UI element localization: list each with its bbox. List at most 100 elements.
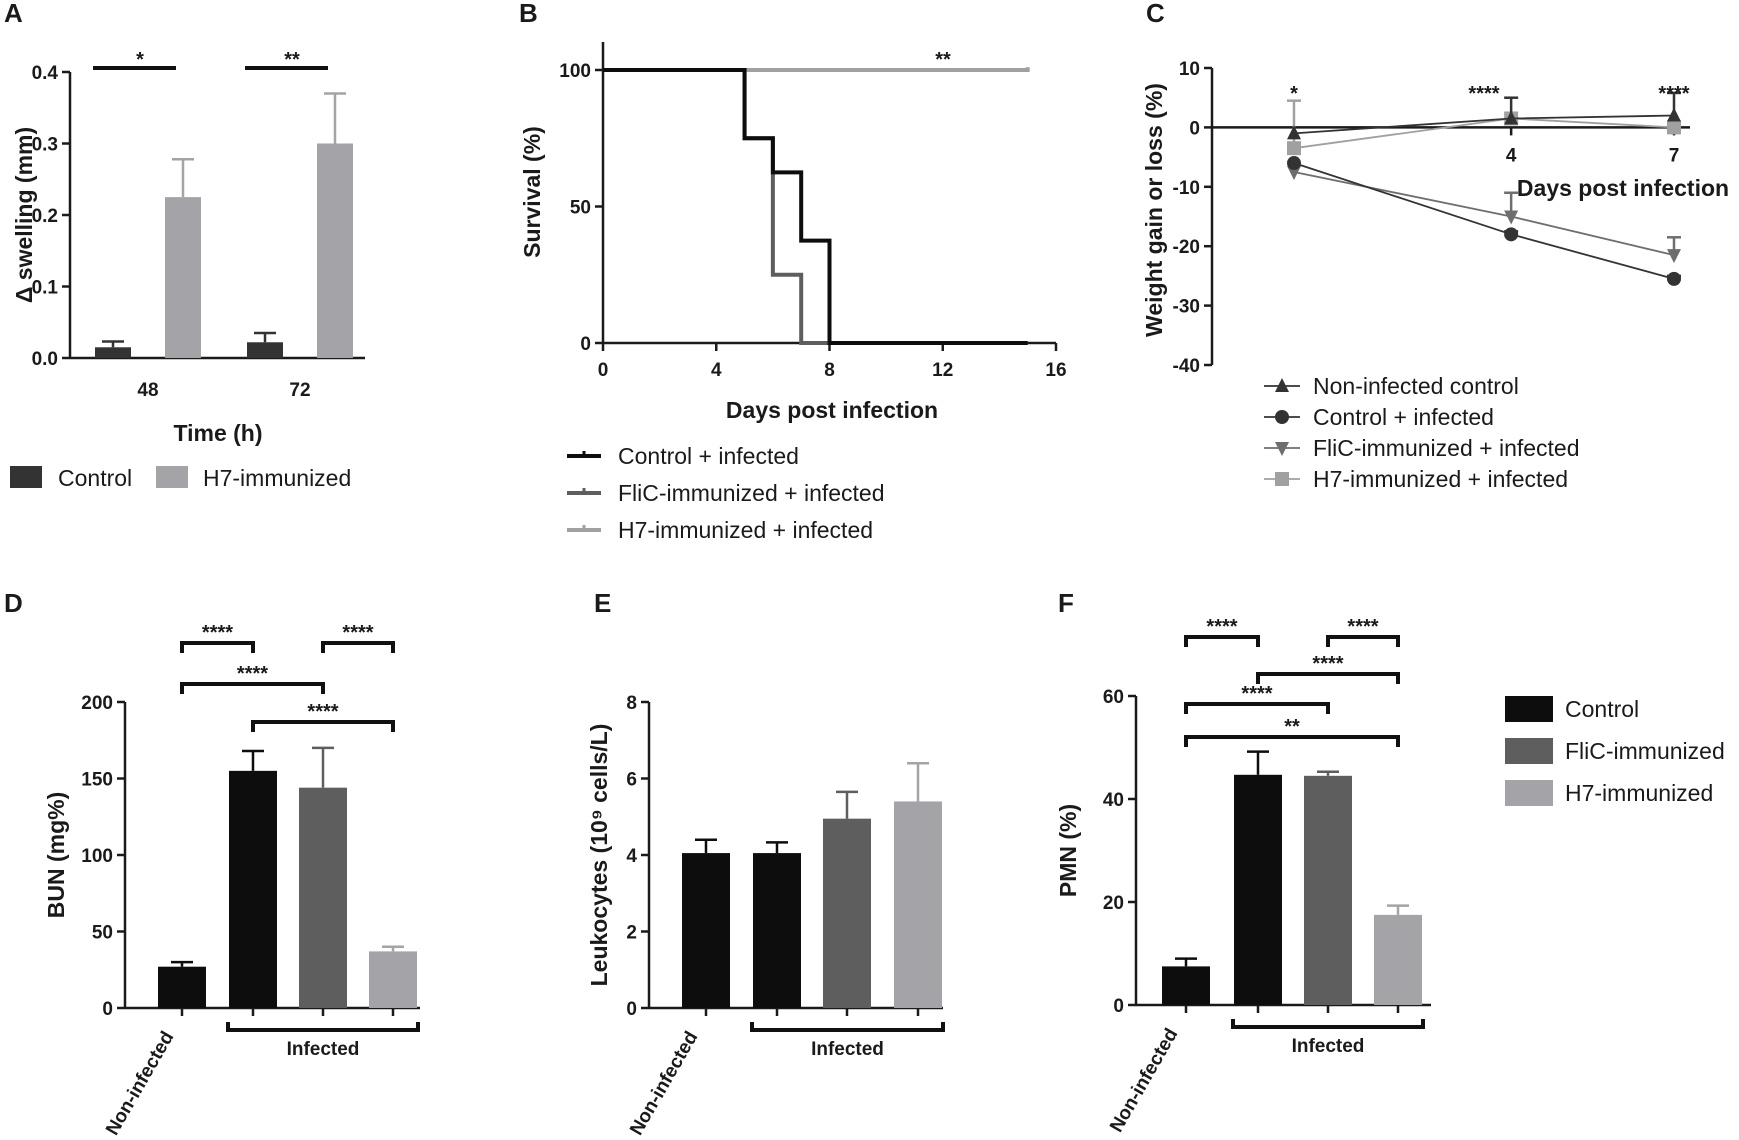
panel-c-legend-label: FliC-immunized + infected	[1313, 435, 1580, 461]
panel-b-y-axis-title: Survival (%)	[519, 126, 545, 258]
panel-e-y-tick-label: 4	[626, 846, 637, 867]
panel-f-legend-label: H7-immunized	[1565, 780, 1713, 806]
panel-f-infected-bracket	[1231, 1019, 1425, 1029]
panel-a-y-tick-label: 0.2	[32, 206, 58, 227]
panel-f-x-tick-label: Non-infected	[1106, 1025, 1182, 1136]
panel-d-group-label: Infected	[287, 1039, 360, 1060]
panel-e-leukocytes-chart: 0 2 4 6 8 Non-infected Infected Leukocytes (10⁹…	[586, 693, 945, 1139]
panel-b-y-tick-label: 100	[559, 61, 591, 82]
panel-c-data-point	[1287, 165, 1301, 180]
panel-b-x-tick-label: 12	[932, 360, 953, 381]
panel-d-bun-chart: 0 50 100 150 200 Non-infected Infected BUN (mg%…	[43, 622, 420, 1139]
panel-c-legend-marker	[1275, 472, 1289, 486]
panel-d-bar-control	[229, 770, 277, 1008]
panel-a-legend-swatch-h7	[156, 466, 188, 488]
panel-f-bar-h7-immunized	[1374, 914, 1422, 1005]
panel-a-legend-label: Control	[58, 465, 132, 491]
panel-c-data-point	[1667, 120, 1681, 135]
panel-a-y-tick-label: 0.3	[32, 135, 58, 156]
panel-c-data-point	[1667, 107, 1681, 122]
panel-c-weight-chart: 10 0 -10 -20 -30 -40 4 7 Days post infection Weig…	[1141, 59, 1729, 492]
panel-f-y-tick-label: 40	[1103, 790, 1124, 811]
panel-c-legend-label: H7-immunized + infected	[1313, 466, 1568, 492]
panel-e-y-tick-label: 2	[626, 923, 637, 944]
panel-b-x-tick-label: 8	[824, 360, 835, 381]
panel-b-x-tick-label: 0	[598, 360, 609, 381]
panel-e-bar-h7-immunized	[894, 801, 942, 1008]
panel-label-b: B	[519, 0, 538, 28]
panel-d-bar-flic-immunized	[299, 787, 347, 1008]
panel-f-bar-non-infected	[1162, 966, 1210, 1005]
panel-f-legend-label: Control	[1565, 696, 1639, 722]
panel-f-significance-stars: ****	[1347, 616, 1378, 638]
panel-d-significance-stars: ****	[307, 701, 338, 723]
panel-c-y-tick-label: 0	[1189, 118, 1200, 139]
panel-f-y-axis-title: PMN (%)	[1055, 804, 1081, 897]
panel-a-y-tick-label: 0.0	[32, 349, 58, 370]
panel-b-survival-chart: 0 50 100 0 4 8 12 16 ** Days post infection Surviv…	[519, 42, 1067, 543]
panel-f-significance-stars: ****	[1206, 616, 1237, 638]
panel-a-bar-h7-immunized	[317, 143, 353, 358]
panel-d-significance-stars: ****	[342, 622, 373, 644]
panel-b-x-tick-label: 16	[1045, 360, 1066, 381]
panel-f-significance-stars: ****	[1312, 653, 1343, 675]
panel-a-y-tick-label: 0.4	[32, 63, 59, 84]
panel-e-bar-flic-immunized	[823, 818, 871, 1008]
panel-c-data-point	[1667, 271, 1681, 286]
panel-e-y-axis-title: Leukocytes (10⁹ cells/L)	[586, 724, 612, 987]
panel-f-significance-stars: **	[1284, 716, 1300, 738]
panel-f-legend-swatch	[1505, 696, 1553, 722]
panel-c-x-tick-label: 7	[1669, 145, 1680, 166]
panel-f-legend-label: FliC-immunized	[1565, 738, 1725, 764]
panel-c-data-point	[1287, 125, 1301, 140]
panel-d-significance-bracket	[180, 641, 255, 653]
panel-c-legend-label: Non-infected control	[1313, 373, 1519, 399]
panel-e-y-tick-label: 0	[626, 999, 637, 1020]
panel-label-c: C	[1146, 0, 1165, 28]
panel-e-x-tick-label: Non-infected	[626, 1028, 702, 1139]
panel-d-bar-non-infected	[158, 966, 206, 1008]
panel-c-data-point	[1287, 141, 1301, 156]
panel-c-y-tick-label: 10	[1179, 59, 1200, 80]
panel-f-significance-bracket	[1326, 635, 1400, 647]
panel-c-legend-marker	[1275, 442, 1289, 456]
panel-c-legend-marker	[1275, 410, 1289, 424]
panel-d-significance-bracket	[251, 720, 395, 732]
panel-b-legend-label: FliC-immunized + infected	[618, 480, 885, 506]
panel-c-x-tick-label: 4	[1506, 145, 1517, 166]
panel-d-significance-stars: ****	[202, 622, 233, 644]
panel-f-legend-swatch	[1505, 780, 1553, 806]
panel-b-x-tick-label: 4	[711, 360, 722, 381]
panel-e-y-tick-label: 8	[626, 693, 637, 714]
panel-f-legend-swatch	[1505, 738, 1553, 764]
panel-b-legend-label: Control + infected	[618, 443, 799, 469]
panel-b-x-axis-title: Days post infection	[726, 397, 938, 423]
panel-label-e: E	[594, 588, 611, 618]
panel-c-significance-stars: *	[1290, 83, 1298, 105]
panel-a-legend-label: H7-immunized	[203, 465, 351, 491]
panel-b-legend-label: H7-immunized + infected	[618, 517, 873, 543]
panel-b-y-tick-label: 50	[570, 198, 591, 219]
panel-a-x-tick-label: 72	[289, 380, 310, 401]
panel-d-y-tick-label: 100	[81, 846, 113, 867]
panel-a-x-axis-title: Time (h)	[173, 420, 262, 446]
panel-f-significance-bracket	[1256, 672, 1400, 684]
panel-e-infected-bracket	[750, 1022, 945, 1032]
panel-a-significance-stars: **	[284, 49, 300, 71]
panel-label-d: D	[4, 588, 23, 618]
panel-c-series-line	[1293, 117, 1675, 150]
panel-d-y-tick-label: 150	[81, 770, 113, 791]
panel-c-data-point	[1287, 156, 1301, 171]
panel-d-significance-bracket	[180, 682, 325, 694]
panel-e-group-label: Infected	[811, 1039, 884, 1060]
panel-c-y-tick-label: -10	[1173, 178, 1200, 199]
panel-c-data-point	[1504, 110, 1519, 125]
panel-label-a: A	[4, 0, 23, 28]
panel-c-y-tick-label: -40	[1173, 356, 1200, 377]
panel-c-data-point	[1504, 227, 1519, 242]
panel-a-bar-control	[95, 347, 131, 358]
panel-e-y-tick-label: 6	[626, 770, 637, 791]
panel-d-y-axis-title: BUN (mg%)	[43, 792, 69, 919]
